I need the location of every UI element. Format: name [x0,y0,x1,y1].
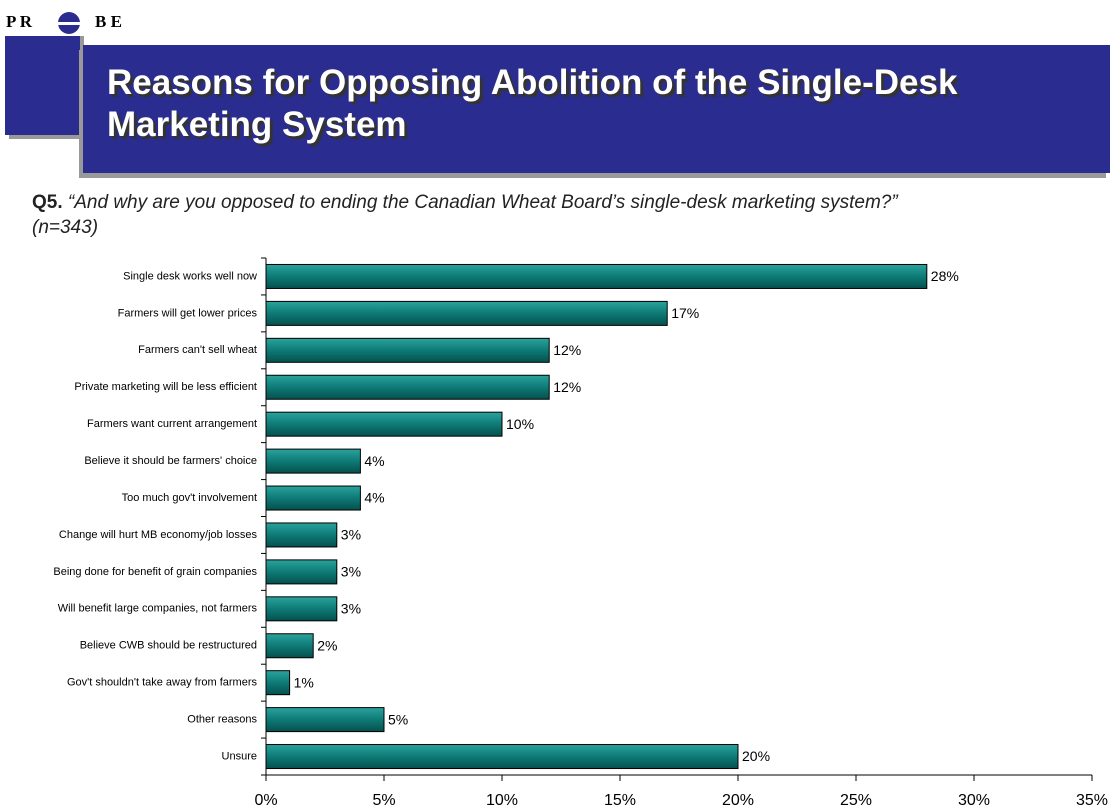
chart-title: Reasons for Opposing Abolition of the Si… [107,63,958,144]
x-tick-label: 35% [1076,792,1108,809]
x-tick-label: 30% [958,792,990,809]
question-text: “And why are you opposed to ending the C… [67,192,898,213]
bar [265,485,361,511]
category-label: Farmers will get lower prices [118,307,258,319]
logo-circle [58,12,80,34]
category-label: Farmers can't sell wheat [138,344,257,356]
value-label: 3% [341,601,361,617]
sample-size: (n=343) [32,217,99,238]
category-label: Being done for benefit of grain companie… [53,566,257,578]
x-tick-label: 5% [372,792,395,809]
category-label: Single desk works well now [123,270,257,282]
bar [265,596,338,622]
logo-left: P R [6,12,32,31]
bar [265,522,338,548]
value-label: 4% [364,453,384,469]
category-label: Other reasons [187,714,257,726]
logo-right: B E [95,12,122,31]
bar [265,448,361,474]
bar [265,300,668,326]
bar [265,707,385,733]
question-label: Q5. [32,192,63,213]
category-label: Will benefit large companies, not farmer… [58,603,258,615]
category-label: Too much gov't involvement [122,492,257,504]
value-label: 3% [341,564,361,580]
value-label: 2% [317,637,337,653]
bar [265,337,550,363]
value-label: 12% [553,379,581,395]
x-tick-label: 15% [604,792,636,809]
value-label: 4% [364,490,384,506]
value-label: 1% [294,674,314,690]
category-label: Farmers want current arrangement [87,418,257,430]
bar [265,670,291,696]
bar [265,744,739,770]
category-label: Believe it should be farmers' choice [84,455,257,467]
category-label: Change will hurt MB economy/job losses [59,529,258,541]
value-label: 28% [931,268,959,284]
value-label: 5% [388,711,408,727]
x-tick-label: 10% [486,792,518,809]
x-tick-label: 25% [840,792,872,809]
category-label: Private marketing will be less efficient [74,381,257,393]
value-label: 3% [341,527,361,543]
bar [265,559,338,585]
value-label: 20% [742,748,770,764]
title-box [83,45,1110,173]
category-label: Gov't shouldn't take away from farmers [67,677,258,689]
bar [265,263,928,289]
value-label: 17% [671,305,699,321]
bar [265,374,550,400]
question: Q5. “And why are you opposed to ending t… [32,190,1092,240]
bar [265,633,314,659]
category-label: Unsure [222,750,257,762]
x-tick-label: 0% [254,792,277,809]
value-label: 12% [553,342,581,358]
value-label: 10% [506,416,534,432]
category-label: Believe CWB should be restructured [80,640,257,652]
x-tick-label: 20% [722,792,754,809]
bar [265,411,503,437]
